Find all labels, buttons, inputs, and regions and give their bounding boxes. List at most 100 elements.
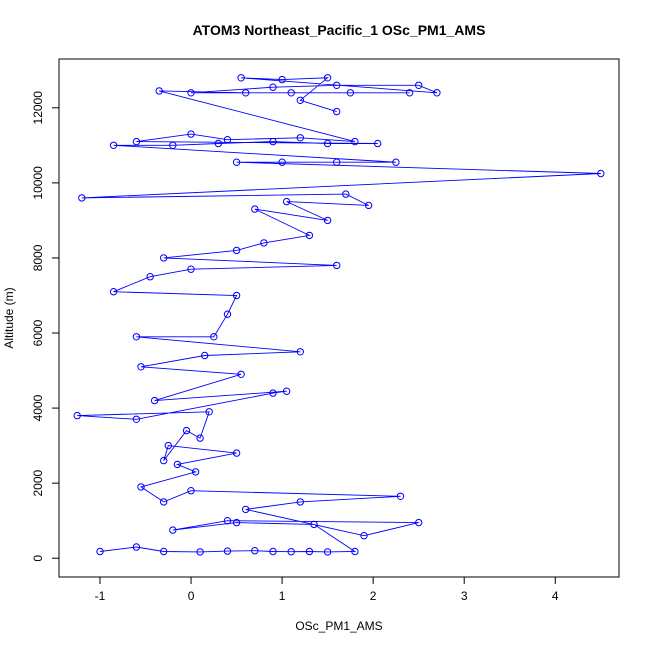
data-point — [196, 434, 204, 442]
data-point — [169, 141, 177, 150]
data-point — [323, 216, 332, 225]
data-point — [351, 547, 359, 556]
data-point — [415, 518, 423, 527]
x-tick-label: -1 — [95, 589, 106, 603]
data-point — [282, 387, 291, 395]
data-point — [392, 158, 400, 166]
data-point — [287, 548, 295, 556]
series-layer — [73, 74, 605, 556]
data-point — [109, 141, 118, 150]
data-point — [287, 89, 295, 97]
data-point — [310, 520, 318, 529]
data-point — [364, 201, 373, 210]
data-point — [196, 548, 204, 556]
data-point — [223, 136, 232, 144]
data-point — [242, 89, 250, 97]
data-point — [137, 483, 145, 491]
x-tick-label: 4 — [552, 589, 559, 603]
data-point — [305, 231, 314, 240]
data-point — [232, 158, 241, 166]
data-point — [278, 158, 286, 166]
data-point — [237, 370, 245, 378]
data-point — [201, 351, 209, 360]
data-point — [278, 75, 286, 84]
data-point — [160, 547, 168, 556]
data-point — [342, 190, 350, 198]
data-point — [232, 518, 241, 527]
y-tick-label: 0 — [31, 555, 45, 562]
data-point — [269, 547, 277, 556]
data-point — [96, 547, 104, 556]
data-point — [173, 460, 182, 469]
data-point — [78, 194, 86, 202]
y-axis-label: Altitude (m) — [2, 287, 16, 348]
data-point — [187, 487, 195, 495]
data-point — [296, 134, 304, 142]
data-point — [296, 348, 304, 356]
x-tick-label: 1 — [279, 589, 286, 603]
data-point — [323, 74, 332, 82]
series-line — [77, 77, 601, 553]
data-point — [333, 81, 341, 90]
data-point — [164, 441, 173, 450]
x-axis-label: OSc_PM1_AMS — [295, 619, 382, 633]
data-point — [269, 83, 277, 91]
data-point — [232, 449, 241, 457]
data-point — [132, 415, 141, 423]
y-tick-label: 8000 — [31, 244, 45, 271]
data-point — [169, 526, 177, 534]
data-point — [73, 411, 81, 420]
y-tick-label: 2000 — [31, 469, 45, 496]
data-point — [433, 89, 441, 97]
data-point — [237, 74, 245, 82]
data-point — [210, 333, 218, 341]
data-point — [155, 87, 163, 95]
x-axis: -1 0 1 2 3 4 — [95, 576, 559, 603]
data-point — [305, 547, 314, 556]
y-tick-label: 6000 — [31, 319, 45, 346]
data-point — [187, 130, 195, 138]
data-point — [260, 239, 268, 247]
data-point — [251, 547, 259, 555]
data-point — [223, 517, 232, 525]
data-point — [323, 139, 332, 148]
data-point — [132, 333, 141, 341]
data-point — [132, 543, 141, 551]
chart-title: ATOM3 Northeast_Pacific_1 OSc_PM1_AMS — [193, 22, 486, 38]
data-point — [132, 137, 141, 146]
data-point — [223, 310, 232, 318]
data-point — [269, 389, 277, 397]
data-point — [269, 137, 277, 146]
data-point — [333, 158, 341, 166]
data-point — [396, 492, 405, 500]
y-tick-label: 4000 — [31, 394, 45, 421]
data-point — [296, 498, 304, 506]
data-point — [182, 426, 191, 435]
x-tick-label: 3 — [461, 589, 468, 603]
data-point — [109, 288, 118, 296]
data-point — [405, 89, 414, 97]
data-point — [333, 261, 341, 270]
data-point — [323, 548, 332, 556]
x-tick-label: 0 — [188, 589, 195, 603]
data-point — [296, 96, 304, 105]
data-point — [146, 273, 154, 281]
data-point — [214, 139, 223, 148]
data-point — [415, 81, 423, 90]
data-point — [160, 456, 168, 465]
data-point — [223, 547, 232, 555]
data-point — [242, 505, 250, 514]
data-point — [346, 89, 355, 97]
data-point — [150, 396, 159, 405]
y-tick-label: 10000 — [31, 166, 45, 200]
data-point — [232, 246, 241, 255]
y-tick-label: 12000 — [31, 91, 45, 125]
data-point — [333, 107, 341, 116]
data-point — [374, 139, 382, 148]
data-point — [160, 498, 168, 506]
y-axis: 0 2000 4000 6000 8000 10000 12000 — [31, 91, 60, 562]
data-point — [360, 532, 368, 540]
data-point — [191, 468, 200, 476]
x-tick-label: 2 — [370, 589, 377, 603]
